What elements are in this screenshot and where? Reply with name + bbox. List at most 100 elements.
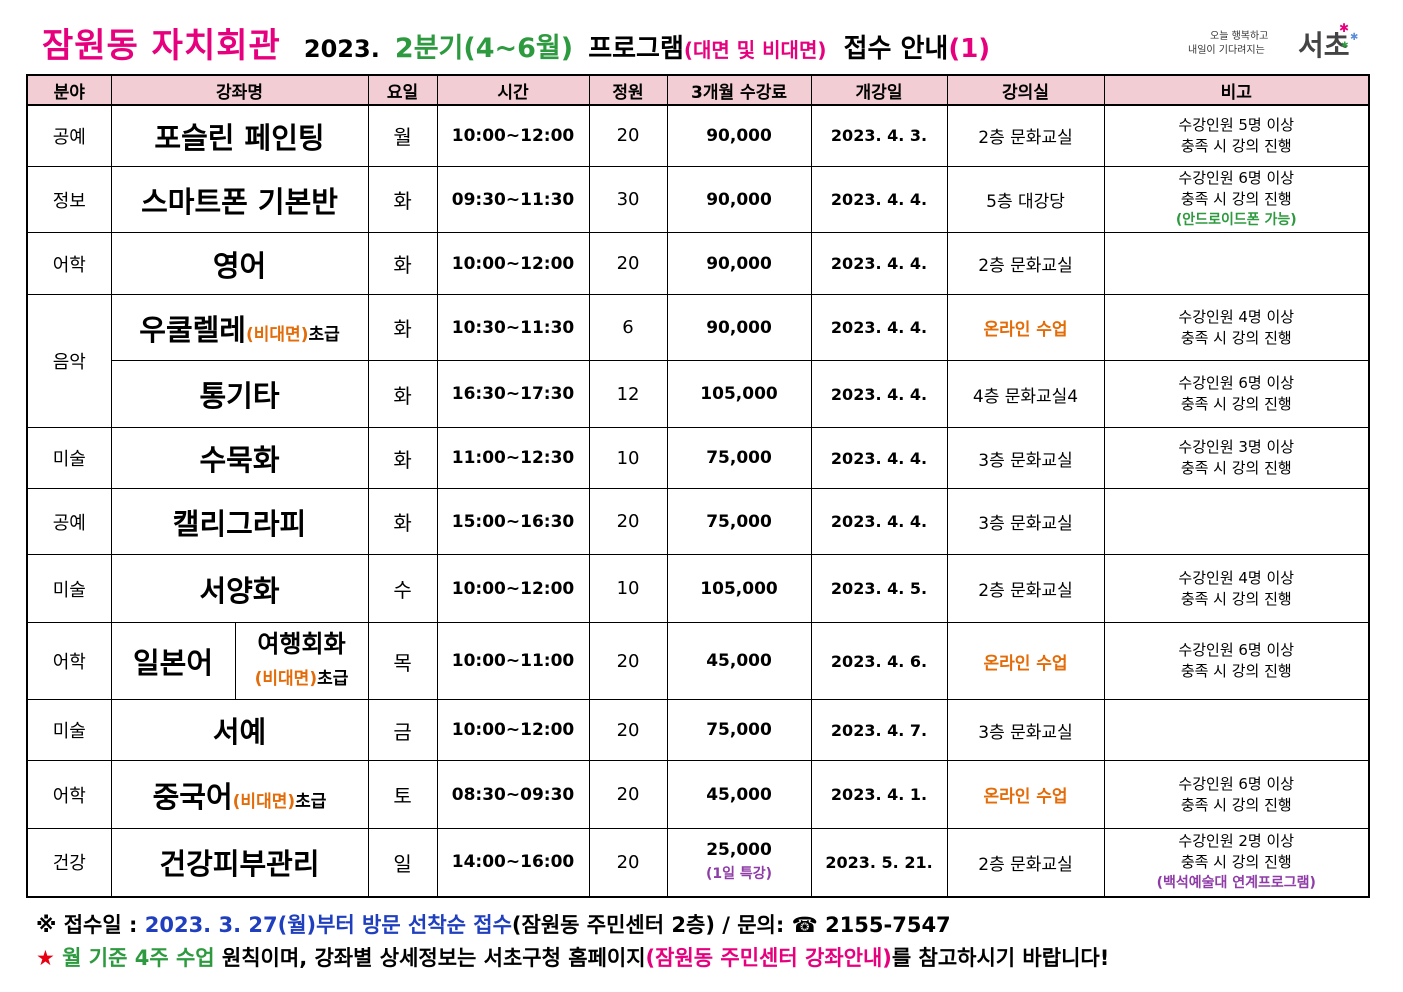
time-cell: 10:00~11:00: [436, 622, 590, 700]
room-cell: 2층 문화교실: [946, 827, 1105, 898]
header-course: 강좌명: [110, 74, 369, 106]
note-line: 수강인원 6명 이상: [1178, 374, 1295, 393]
header-day: 요일: [367, 74, 438, 106]
note-line: 충족 시 강의 진행: [1180, 328, 1292, 347]
program-table: 분야 강좌명 요일 시간 정원 3개월 수강료 개강일 강의실 비고 공예 포슬…: [26, 74, 1371, 898]
course-mode: (비대면): [232, 791, 296, 812]
field-cell: 어학: [26, 760, 112, 829]
rule-weeks: 월 기준 4주 수업: [62, 946, 215, 970]
start-date-cell: 2023. 4. 4.: [810, 232, 948, 295]
capacity-cell: 20: [588, 622, 668, 700]
course-cell: 캘리그라피: [110, 488, 369, 555]
course-cell: 수묵화: [110, 426, 369, 490]
note-cell: 수강인원 3명 이상 충족 시 강의 진행: [1103, 426, 1370, 490]
logo-star-icon: ✱: [1339, 21, 1350, 35]
notice-mark: ※: [36, 913, 57, 937]
field-cell: 음악: [26, 293, 112, 428]
time-cell: 16:30~17:30: [436, 360, 590, 428]
course-mode: (비대면): [246, 324, 309, 345]
fee-cell: 105,000: [666, 553, 812, 624]
table-row: 음악 우쿨렐레(비대면)초급 화 10:30~11:30 6 90,000 20…: [26, 293, 1370, 428]
title-quarter: 2분기(4~6월): [394, 33, 574, 64]
note-cell: 수강인원 6명 이상 충족 시 강의 진행 (안드로이드폰 가능): [1103, 165, 1370, 234]
start-date-cell: 2023. 5. 21.: [810, 827, 948, 898]
course-name: 우쿨렐레: [139, 312, 246, 347]
time-cell: 15:00~16:30: [436, 488, 590, 555]
note-line: 수강인원 6명 이상: [1178, 641, 1295, 660]
day-cell: 화: [367, 360, 438, 428]
room-cell: 2층 문화교실: [946, 104, 1105, 167]
registration-label: 접수일: [63, 913, 122, 937]
fee-cell: 75,000: [666, 488, 812, 555]
course-cell: 통기타: [110, 360, 369, 428]
day-cell: 금: [367, 698, 438, 762]
table-row: 어학 일본어 여행회화 (비대면)초급 목 10:00~11:00 20 45,…: [26, 622, 1370, 700]
logo-star-icon: ✱: [1350, 32, 1359, 43]
start-date-cell: 2023. 4. 4.: [810, 360, 948, 428]
note-cell: 수강인원 6명 이상 충족 시 강의 진행: [1103, 622, 1370, 700]
contact-phone: 2155-7547: [825, 913, 951, 937]
note-line: 수강인원 5명 이상: [1178, 115, 1295, 134]
note-extra: (백석예술대 연계프로그램): [1156, 874, 1316, 891]
fee-cell: 75,000: [666, 698, 812, 762]
start-date-cell: 2023. 4. 6.: [810, 622, 948, 700]
fee-cell: 90,000: [666, 293, 812, 362]
time-cell: 10:00~12:00: [436, 553, 590, 624]
header-time: 시간: [436, 74, 590, 106]
fee-note: (1일 특강): [705, 866, 773, 883]
note-line: 충족 시 강의 진행: [1180, 395, 1292, 414]
fee-cell: 75,000: [666, 426, 812, 490]
capacity-cell: 20: [588, 698, 668, 762]
time-cell: 10:30~11:30: [436, 293, 590, 362]
room-cell: 온라인 수업: [946, 760, 1105, 829]
capacity-cell: 6: [588, 293, 668, 362]
field-cell: 정보: [26, 165, 112, 234]
note-line: 충족 시 강의 진행: [1180, 589, 1292, 608]
course-name: 중국어: [152, 779, 233, 814]
time-cell: 14:00~16:00: [436, 827, 590, 898]
time-cell: 09:30~11:30: [436, 165, 590, 234]
day-cell: 월: [367, 104, 438, 167]
day-cell: 화: [367, 293, 438, 362]
rule-text: 원칙이며, 강좌별 상세정보는 서초구청 홈페이지: [221, 946, 646, 970]
day-cell: 화: [367, 165, 438, 234]
header-field: 분야: [26, 74, 112, 106]
note-cell: 수강인원 4명 이상 충족 시 강의 진행: [1103, 293, 1370, 362]
note-line: 수강인원 6명 이상: [1178, 774, 1295, 793]
logo-main: 서초: [1298, 29, 1350, 62]
course-cell: 서예: [110, 698, 369, 762]
start-date-cell: 2023. 4. 4.: [810, 426, 948, 490]
star-icon: ★: [36, 946, 55, 970]
capacity-cell: 20: [588, 232, 668, 295]
field-cell: 어학: [26, 622, 112, 700]
note-cell: 수강인원 4명 이상 충족 시 강의 진행: [1103, 553, 1370, 624]
time-cell: 10:00~12:00: [436, 104, 590, 167]
note-cell: [1103, 488, 1370, 555]
day-cell: 토: [367, 760, 438, 829]
note-cell: 수강인원 2명 이상 충족 시 강의 진행 (백석예술대 연계프로그램): [1103, 827, 1370, 898]
logo-line2: 내일이 기다려지는: [1188, 45, 1265, 56]
start-date-cell: 2023. 4. 7.: [810, 698, 948, 762]
start-date-cell: 2023. 4. 4.: [810, 165, 948, 234]
capacity-cell: 20: [588, 760, 668, 829]
room-cell: 4층 문화교실4: [946, 360, 1105, 428]
field-cell: 미술: [26, 426, 112, 490]
course-cell: 스마트폰 기본반: [110, 165, 369, 234]
room-cell: 5층 대강당: [946, 165, 1105, 234]
header-fee: 3개월 수강료: [666, 74, 812, 106]
note-line: 수강인원 4명 이상: [1178, 307, 1295, 326]
start-date-cell: 2023. 4. 4.: [810, 488, 948, 555]
field-cell: 공예: [26, 104, 112, 167]
note-cell: [1103, 232, 1370, 295]
fee-cell: 45,000: [666, 760, 812, 829]
room-cell: 온라인 수업: [946, 622, 1105, 700]
footer-rule: ★ 월 기준 4주 수업 원칙이며, 강좌별 상세정보는 서초구청 홈페이지(잠…: [36, 942, 1109, 972]
capacity-cell: 30: [588, 165, 668, 234]
day-cell: 일: [367, 827, 438, 898]
note-line: 충족 시 강의 진행: [1180, 795, 1292, 814]
table-row: 건강 건강피부관리 일 14:00~16:00 20 25,000 (1일 특강…: [26, 827, 1370, 898]
course-cell: 포슬린 페인팅: [110, 104, 369, 167]
title-program: 프로그램: [588, 34, 684, 64]
note-line: 충족 시 강의 진행: [1180, 459, 1292, 478]
start-date-cell: 2023. 4. 4.: [810, 293, 948, 362]
